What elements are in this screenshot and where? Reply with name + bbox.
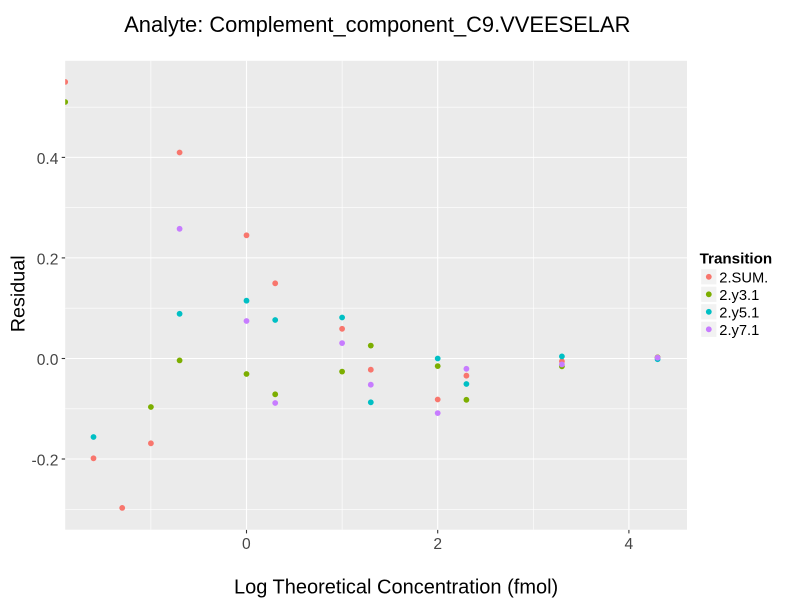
svg-text:Residual: Residual <box>8 255 30 332</box>
svg-text:-0.2: -0.2 <box>32 453 59 470</box>
svg-text:Transition: Transition <box>700 250 773 267</box>
svg-text:2.y7.1: 2.y7.1 <box>719 323 759 339</box>
svg-text:0: 0 <box>242 536 251 553</box>
svg-text:2.y5.1: 2.y5.1 <box>719 306 759 322</box>
svg-text:0.2: 0.2 <box>37 252 59 269</box>
svg-text:0.0: 0.0 <box>37 352 59 369</box>
svg-text:Log Theoretical Concentration: Log Theoretical Concentration (fmol) <box>234 576 558 598</box>
svg-text:2.y3.1: 2.y3.1 <box>719 288 759 304</box>
svg-text:0.4: 0.4 <box>37 151 59 168</box>
svg-text:Analyte: Complement_component_: Analyte: Complement_component_C9.VVEESEL… <box>124 12 630 37</box>
svg-text:4: 4 <box>625 536 634 553</box>
svg-text:2.SUM.: 2.SUM. <box>719 270 768 286</box>
svg-text:2: 2 <box>433 536 442 553</box>
